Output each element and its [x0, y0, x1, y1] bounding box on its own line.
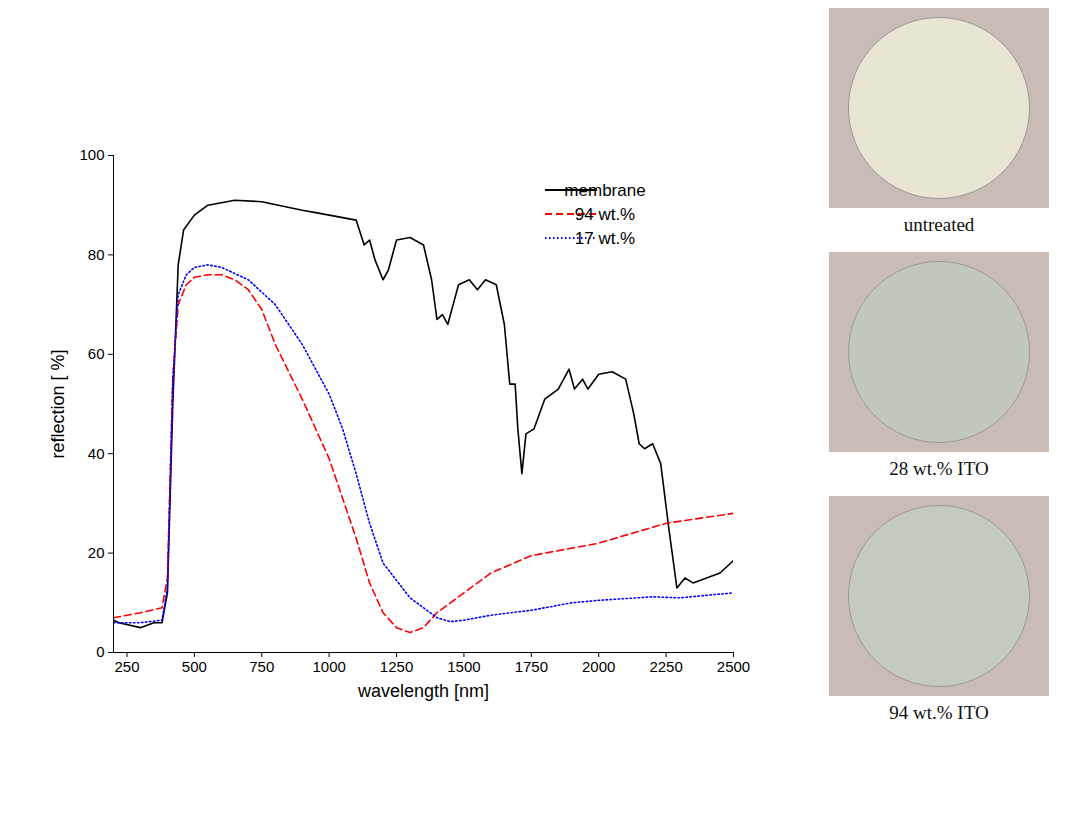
svg-text:membrane: membrane: [564, 181, 645, 200]
svg-text:40: 40: [88, 445, 105, 462]
svg-text:500: 500: [182, 658, 207, 675]
svg-text:250: 250: [114, 658, 139, 675]
svg-text:reflection [ %]: reflection [ %]: [48, 349, 68, 458]
svg-text:80: 80: [88, 246, 105, 263]
html-text:untreated: untreated: [903, 214, 975, 235]
svg-text:1750: 1750: [515, 658, 548, 675]
svg-text:100: 100: [79, 146, 104, 163]
svg-text:750: 750: [249, 658, 274, 675]
html-text:28 wt.% ITO: 28 wt.% ITO: [889, 458, 989, 479]
svg-text:wavelength [nm]: wavelength [nm]: [357, 681, 489, 701]
svg-text:1250: 1250: [380, 658, 413, 675]
svg-text:2250: 2250: [649, 658, 682, 675]
svg-text:2500: 2500: [717, 658, 750, 675]
svg-text:94 wt.%: 94 wt.%: [575, 205, 635, 224]
svg-text:60: 60: [88, 345, 105, 362]
html-text:94 wt.% ITO: 94 wt.% ITO: [889, 702, 989, 723]
svg-text:17 wt.%: 17 wt.%: [575, 229, 635, 248]
svg-text:1000: 1000: [312, 658, 345, 675]
svg-text:0: 0: [96, 643, 104, 660]
svg-text:2000: 2000: [582, 658, 615, 675]
svg-text:1500: 1500: [447, 658, 480, 675]
svg-text:20: 20: [88, 544, 105, 561]
